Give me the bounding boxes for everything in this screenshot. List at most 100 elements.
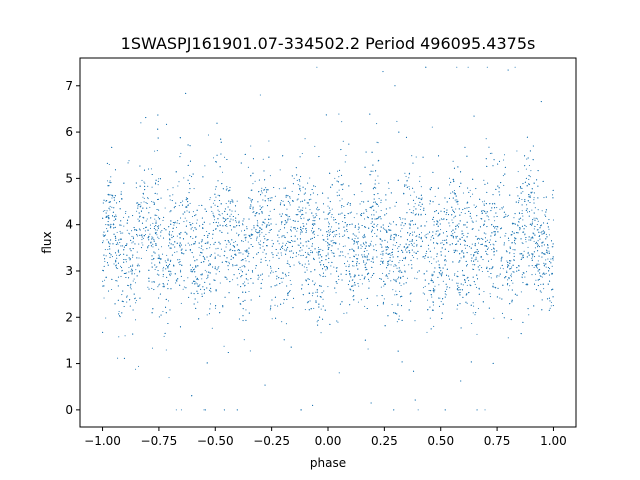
data-point <box>163 266 165 268</box>
data-point <box>400 218 402 220</box>
data-point <box>245 309 247 311</box>
data-point <box>453 217 455 219</box>
data-point <box>124 335 126 337</box>
data-point <box>120 191 122 193</box>
data-point <box>239 266 241 269</box>
data-point <box>128 266 130 269</box>
data-point <box>371 206 373 208</box>
data-point <box>191 226 193 228</box>
data-point <box>308 278 310 281</box>
data-point <box>457 203 459 205</box>
data-point <box>416 258 418 260</box>
data-point <box>532 237 534 239</box>
data-point <box>452 160 454 162</box>
data-point <box>370 276 372 278</box>
data-point <box>537 220 539 222</box>
data-point <box>376 123 378 125</box>
data-point <box>424 235 426 237</box>
data-point <box>541 276 543 278</box>
data-point <box>376 141 378 143</box>
data-point <box>299 211 301 213</box>
data-point <box>118 251 120 253</box>
data-point <box>334 235 336 237</box>
data-point <box>121 294 123 296</box>
data-point <box>151 262 153 264</box>
data-point <box>137 365 140 367</box>
data-point <box>189 250 191 252</box>
data-point <box>470 254 472 256</box>
data-point <box>419 176 421 178</box>
data-point <box>211 210 213 213</box>
data-point <box>265 233 267 235</box>
data-point <box>338 189 340 191</box>
data-point <box>206 314 208 316</box>
data-point <box>258 242 260 244</box>
data-point <box>409 240 411 242</box>
data-point <box>551 194 554 196</box>
data-point <box>119 253 121 255</box>
data-point <box>489 296 491 298</box>
data-point <box>258 276 260 278</box>
data-point <box>129 233 131 235</box>
data-point <box>159 283 161 285</box>
data-point <box>290 283 292 286</box>
data-point <box>528 314 530 316</box>
data-point <box>271 239 273 241</box>
data-point <box>231 210 233 212</box>
data-point <box>166 254 168 256</box>
data-point <box>480 257 482 259</box>
data-point <box>522 219 524 221</box>
data-point <box>281 281 283 283</box>
data-point <box>135 269 137 271</box>
data-point <box>192 222 194 225</box>
data-point <box>196 219 198 221</box>
data-point <box>329 210 331 212</box>
data-point <box>451 279 453 281</box>
data-point <box>368 280 370 282</box>
data-point <box>131 242 133 244</box>
data-point <box>475 256 477 258</box>
data-point <box>281 254 283 256</box>
data-point <box>505 215 507 217</box>
data-point <box>392 271 395 273</box>
data-point <box>409 293 411 295</box>
data-point <box>550 258 552 260</box>
data-point <box>498 275 500 277</box>
data-point <box>432 304 435 306</box>
data-point <box>172 244 174 246</box>
data-point <box>411 231 413 233</box>
data-point <box>498 191 500 193</box>
data-point <box>214 199 216 202</box>
data-point <box>268 275 270 277</box>
data-point <box>449 287 451 289</box>
data-point <box>507 289 510 291</box>
data-point <box>208 313 211 315</box>
data-point <box>310 249 312 252</box>
data-point <box>288 264 290 266</box>
data-point <box>342 245 344 248</box>
data-point <box>141 179 143 182</box>
data-point <box>244 257 246 259</box>
data-point <box>310 230 313 232</box>
data-point <box>398 234 400 237</box>
data-point <box>328 262 330 264</box>
data-point <box>214 252 216 254</box>
data-point <box>235 221 237 223</box>
data-point <box>125 211 127 213</box>
data-point <box>208 260 210 262</box>
data-point <box>381 251 383 253</box>
data-point <box>222 306 224 308</box>
data-point <box>335 292 337 294</box>
data-point <box>325 240 327 243</box>
data-point <box>104 260 106 262</box>
data-point <box>429 203 431 205</box>
data-point <box>164 207 166 209</box>
data-point <box>134 297 136 299</box>
data-point <box>136 210 138 212</box>
data-point <box>258 235 261 237</box>
data-point <box>531 221 533 223</box>
data-point <box>111 206 113 208</box>
data-point <box>282 247 284 250</box>
data-point <box>327 221 330 223</box>
data-point <box>154 225 156 228</box>
